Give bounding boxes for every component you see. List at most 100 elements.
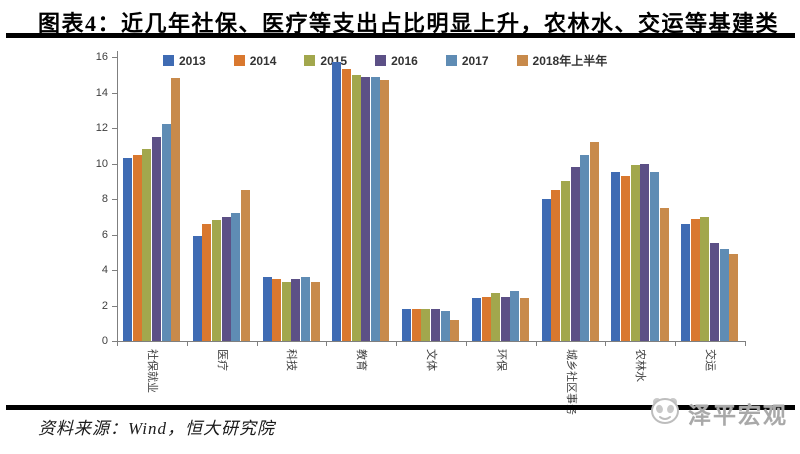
legend-swatch-icon [163, 55, 174, 66]
bar-2015-交运 [700, 216, 710, 341]
bar-2017-医疗 [231, 213, 241, 341]
legend-swatch-icon [233, 55, 245, 66]
bar-2015-文体 [421, 309, 431, 341]
bar-2016-社保就业 [151, 136, 161, 341]
legend-label: 2014 [249, 53, 277, 68]
y-tick-label: 6 [101, 228, 108, 241]
y-tick-label: 14 [95, 86, 108, 99]
bar-2016-城乡社区事务 [570, 167, 580, 341]
x-axis-tick [256, 342, 258, 346]
bar-2015-科技 [281, 282, 291, 341]
bar-2018年上半年-环保 [520, 298, 530, 341]
x-category-label: 环保 [494, 349, 507, 371]
bar-2016-科技 [291, 278, 301, 341]
bar-2016-环保 [500, 296, 510, 341]
x-axis-tick [675, 342, 677, 346]
bar-2013-科技 [262, 277, 272, 341]
x-axis-tick [605, 342, 607, 346]
y-tick-label: 12 [95, 122, 108, 134]
chart-figure-title: 图表4：近几年社保、医疗等支出占比明显上升，农林水、交运等基建类 [38, 11, 780, 36]
legend-swatch-icon [445, 55, 457, 66]
bar-2017-科技 [301, 277, 311, 341]
bar-2017-农林水 [649, 172, 659, 341]
bar-2014-社保就业 [132, 154, 142, 341]
bar-2014-环保 [481, 296, 491, 341]
y-axis-tick [112, 305, 117, 307]
legend-item-2018年上半年: 2018年上半年 [516, 52, 607, 69]
bar-2017-文体 [440, 310, 450, 341]
bar-2013-医疗 [192, 236, 202, 341]
bar-2016-医疗 [221, 216, 231, 341]
bar-2017-交运 [719, 248, 729, 341]
x-axis-tick [535, 342, 537, 346]
y-axis-tick [112, 270, 117, 271]
legend-item-2016: 2016 [375, 54, 418, 68]
bar-2017-城乡社区事务 [580, 154, 590, 341]
bar-2018年上半年-科技 [310, 282, 320, 341]
y-tick-label: 0 [101, 335, 108, 347]
bar-2013-环保 [471, 298, 481, 341]
bar-2018年上半年-教育 [380, 80, 390, 341]
bar-2015-城乡社区事务 [560, 181, 570, 341]
y-axis-tick [112, 57, 117, 58]
bar-2013-交运 [681, 223, 691, 341]
bar-2016-农林水 [640, 163, 650, 341]
bar-2016-文体 [431, 309, 441, 341]
bar-2018年上半年-社保就业 [171, 78, 181, 341]
bar-2017-环保 [510, 291, 520, 341]
bar-2014-城乡社区事务 [551, 190, 561, 341]
bar-2018年上半年-交运 [729, 254, 739, 341]
bar-2013-城乡社区事务 [541, 199, 551, 341]
y-tick-label: 16 [95, 51, 108, 63]
bar-2014-交运 [690, 218, 700, 341]
y-tick-label: 8 [101, 193, 108, 205]
bar-2013-农林水 [611, 172, 621, 341]
bar-2014-文体 [411, 309, 421, 341]
x-category-label: 农林水 [634, 349, 647, 382]
bar-2013-教育 [332, 62, 342, 341]
legend-label: 2013 [179, 53, 206, 68]
y-tick-label: 4 [101, 264, 108, 276]
bar-2013-文体 [402, 309, 412, 341]
bar-2014-农林水 [621, 175, 631, 341]
legend-swatch-icon [516, 55, 528, 66]
x-axis-tick [117, 342, 118, 346]
y-axis-tick [112, 128, 117, 129]
x-axis-tick [186, 342, 188, 346]
bar-2015-医疗 [212, 220, 222, 341]
x-category-label: 交运 [704, 349, 717, 371]
bar-2015-环保 [491, 293, 501, 341]
legend-item-2017: 2017 [445, 53, 489, 68]
legend-label: 2016 [391, 53, 418, 68]
bar-2018年上半年-医疗 [240, 190, 250, 341]
bar-2014-医疗 [202, 223, 212, 341]
legend-item-2013: 2013 [163, 54, 206, 68]
bar-2015-农林水 [630, 165, 640, 341]
x-category-label: 教育 [355, 349, 368, 371]
bar-2018年上半年-城乡社区事务 [589, 142, 599, 341]
bar-2014-教育 [341, 69, 351, 341]
title-underline-rule [6, 33, 795, 38]
bar-2016-教育 [361, 76, 371, 341]
y-tick-label: 2 [101, 299, 108, 312]
y-axis-tick [112, 163, 117, 165]
bar-2014-科技 [272, 278, 282, 341]
legend-label: 2017 [461, 53, 489, 68]
panda-logo-icon [648, 394, 682, 431]
y-axis-tick [112, 234, 117, 236]
y-tick-label: 10 [95, 157, 108, 170]
y-axis-tick [112, 92, 117, 94]
brand-logo-text: 泽平宏观 [688, 401, 788, 428]
x-category-label: 科技 [285, 349, 298, 371]
x-axis-tick [745, 342, 746, 346]
chart-legend: 2013 2014 2015 2016 2017 2018年上半年 [163, 52, 607, 69]
x-category-label: 文体 [425, 349, 437, 371]
x-axis-line [117, 341, 746, 342]
legend-swatch-icon [304, 55, 316, 66]
x-axis-tick [396, 342, 398, 346]
x-axis-tick [326, 342, 328, 346]
bar-2013-社保就业 [123, 158, 133, 341]
x-category-label: 社保就业 [145, 349, 158, 393]
